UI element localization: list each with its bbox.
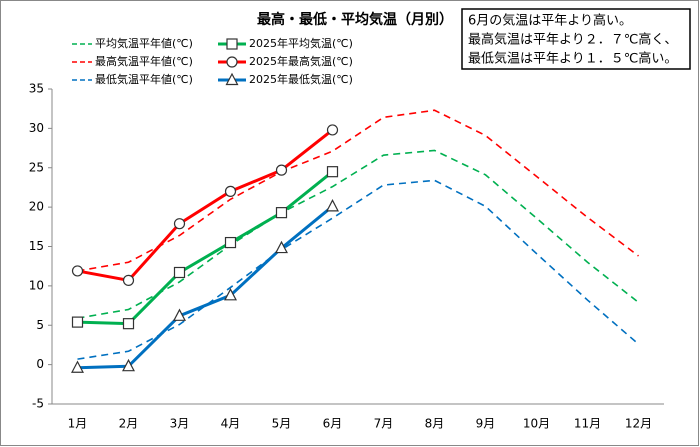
y-tick-label: 35 xyxy=(29,82,44,96)
series-line xyxy=(77,179,640,360)
legend-marker xyxy=(225,72,239,86)
data-point xyxy=(275,240,288,254)
data-point xyxy=(173,308,186,321)
y-tick-label: 30 xyxy=(29,121,44,135)
data-point xyxy=(122,274,135,286)
legend-label: 最高気温平年値(℃) xyxy=(95,54,193,68)
data-point xyxy=(173,266,186,279)
x-tick-label: 8月 xyxy=(425,417,445,431)
note-line: 6月の気温は平年より高い。 xyxy=(468,13,632,29)
legend-label: 2025年平均気温(℃) xyxy=(249,36,353,50)
data-point xyxy=(122,358,135,372)
data-point xyxy=(224,185,237,197)
note-box xyxy=(461,8,691,70)
data-point xyxy=(122,318,135,330)
data-point xyxy=(326,166,339,178)
legend-marker xyxy=(226,56,238,68)
data-point xyxy=(173,218,186,230)
data-point xyxy=(275,207,288,219)
x-tick-label: 7月 xyxy=(374,417,394,431)
data-point xyxy=(71,360,84,373)
note-line: 最低気温は平年より１．５℃高い。 xyxy=(468,51,677,67)
y-tick-label: -5 xyxy=(32,397,44,411)
x-tick-label: 1月 xyxy=(68,417,88,431)
y-tick-label: 20 xyxy=(29,200,44,214)
data-point xyxy=(224,288,237,301)
x-tick-label: 12月 xyxy=(625,417,652,431)
series-line xyxy=(77,149,639,319)
legend-label: 2025年最低気温(℃) xyxy=(249,72,353,86)
data-point xyxy=(326,124,339,136)
note-line: 最高気温は平年より２．７℃高く、 xyxy=(468,32,677,48)
legend-label: 2025年最高気温(℃) xyxy=(249,54,353,68)
y-tick-label: 5 xyxy=(36,318,44,332)
legend-label: 最低気温平年値(℃) xyxy=(95,72,193,86)
data-point xyxy=(71,265,84,277)
x-tick-label: 4月 xyxy=(221,417,241,431)
x-tick-label: 3月 xyxy=(170,417,190,431)
y-tick-label: 25 xyxy=(29,160,44,174)
series-line xyxy=(77,170,334,326)
legend-label: 平均気温平年値(℃) xyxy=(95,36,193,50)
data-point xyxy=(224,236,237,249)
x-tick-label: 10月 xyxy=(523,417,550,431)
y-tick-label: 0 xyxy=(36,357,44,371)
x-tick-label: 11月 xyxy=(574,417,601,431)
data-point xyxy=(71,316,84,328)
legend-marker xyxy=(226,38,238,50)
data-point xyxy=(326,199,339,212)
y-tick-label: 10 xyxy=(29,278,44,292)
series-line xyxy=(77,109,639,272)
series-line xyxy=(77,205,334,370)
data-point xyxy=(275,164,288,176)
series-line xyxy=(77,128,334,282)
x-tick-label: 5月 xyxy=(272,417,292,431)
chart-title: 最高・最低・平均気温（月別） xyxy=(257,11,453,28)
y-tick-label: 15 xyxy=(29,239,44,253)
x-tick-label: 9月 xyxy=(476,417,496,431)
x-tick-label: 2月 xyxy=(119,417,139,431)
x-tick-label: 6月 xyxy=(323,417,343,431)
